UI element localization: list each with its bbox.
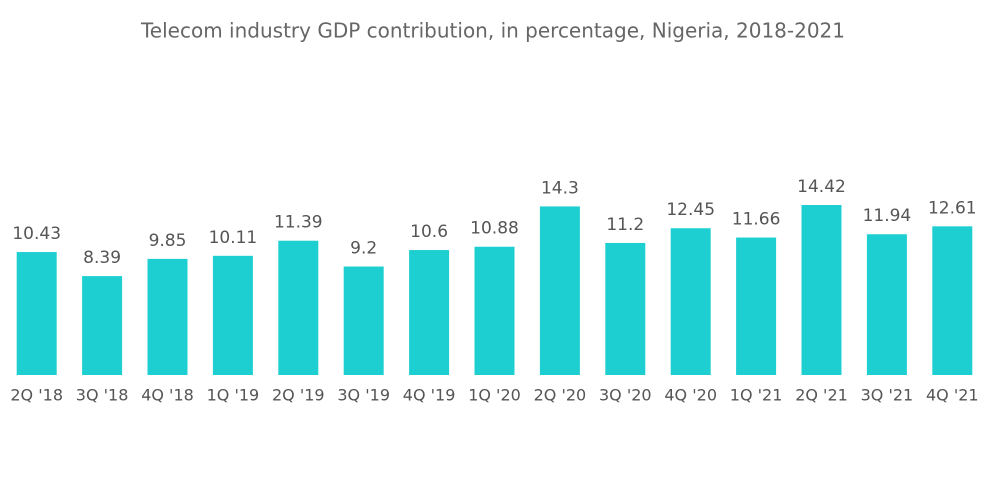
value-label: 10.43 [12, 224, 61, 244]
bar [932, 226, 973, 375]
value-label: 10.88 [470, 219, 519, 239]
bar [343, 266, 384, 375]
x-tick-label: 4Q '18 [141, 386, 194, 405]
bar [212, 255, 253, 375]
chart-title: Telecom industry GDP contribution, in pe… [140, 19, 845, 43]
x-tick-label: 2Q '21 [795, 386, 848, 405]
x-tick-label: 1Q '21 [730, 386, 783, 405]
bar [409, 250, 450, 375]
x-tick-label: 1Q '20 [468, 386, 521, 405]
bar [539, 206, 580, 375]
value-label: 9.2 [350, 239, 377, 259]
x-tick-label: 3Q '18 [76, 386, 129, 405]
value-label: 14.42 [797, 177, 846, 197]
bar [801, 205, 842, 375]
bar [605, 242, 646, 375]
bar [866, 234, 907, 375]
bar [474, 246, 515, 375]
x-tick-label: 2Q '18 [10, 386, 63, 405]
bar [147, 258, 188, 375]
bar [278, 240, 319, 375]
value-label: 12.45 [666, 200, 715, 220]
value-label: 10.11 [209, 228, 258, 248]
value-label: 12.61 [928, 198, 977, 218]
x-tick-label: 3Q '19 [337, 386, 390, 405]
value-label: 8.39 [83, 248, 121, 268]
value-label: 9.85 [149, 231, 187, 251]
value-label: 11.39 [274, 213, 323, 233]
value-label: 11.94 [863, 206, 912, 226]
x-tick-label: 4Q '20 [664, 386, 717, 405]
bar [16, 252, 57, 375]
x-tick-label: 3Q '21 [861, 386, 914, 405]
x-tick-label: 4Q '21 [926, 386, 979, 405]
x-tick-label: 4Q '19 [403, 386, 456, 405]
x-tick-label: 2Q '19 [272, 386, 325, 405]
x-tick-label: 3Q '20 [599, 386, 652, 405]
value-label: 10.6 [410, 222, 448, 242]
value-label: 14.3 [541, 178, 579, 198]
bar [736, 237, 777, 375]
value-label: 11.66 [732, 210, 781, 230]
x-tick-label: 1Q '19 [207, 386, 260, 405]
x-tick-label: 2Q '20 [534, 386, 587, 405]
value-label: 11.2 [606, 215, 644, 235]
bar [82, 276, 123, 375]
bar [670, 228, 711, 375]
